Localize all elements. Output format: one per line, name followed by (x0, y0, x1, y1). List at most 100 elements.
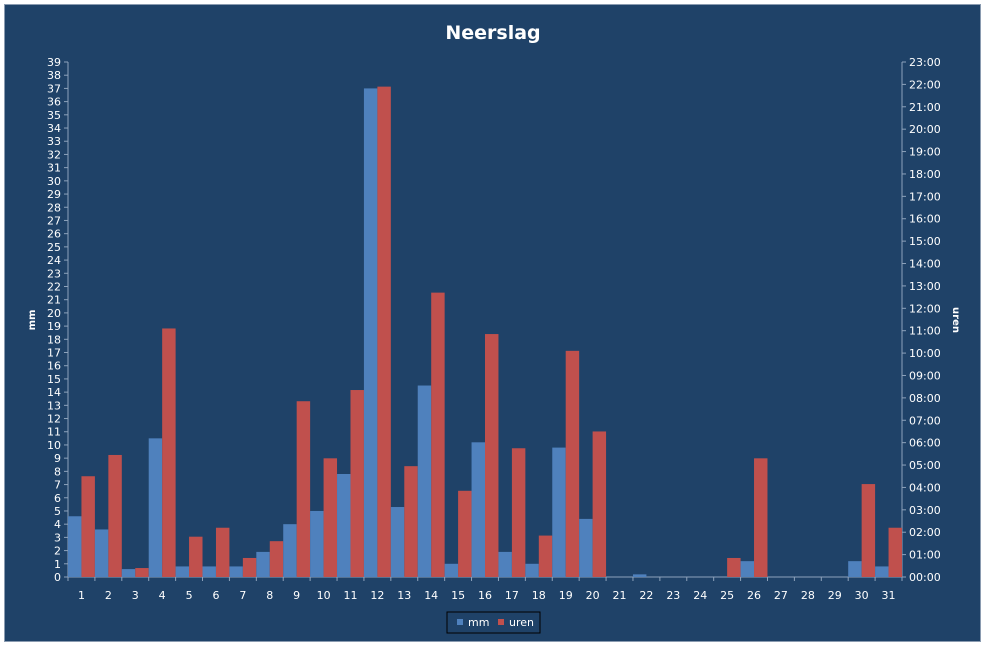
bar-uren (592, 431, 607, 577)
y2-tick-label: 22:00 (909, 78, 941, 91)
y2-tick-label: 03:00 (909, 504, 941, 517)
y2-tick-label: 12:00 (909, 302, 941, 315)
y-tick-label: 13 (47, 399, 61, 412)
bar-uren (296, 401, 311, 577)
y2-tick-label: 08:00 (909, 392, 941, 405)
bar-mm (175, 566, 190, 577)
legend-box (446, 611, 541, 634)
y-tick-label: 37 (47, 82, 61, 95)
y-tick-label: 7 (54, 479, 61, 492)
x-tick-label: 1 (78, 589, 85, 602)
legend-label-uren: uren (509, 616, 534, 629)
x-tick-label: 7 (239, 589, 246, 602)
y-tick-label: 26 (47, 228, 61, 241)
y-tick-label: 5 (54, 505, 61, 518)
bar-mm (310, 510, 324, 577)
y-tick-label: 32 (47, 148, 61, 161)
legend-swatch-uren (498, 619, 504, 625)
bar-mm (444, 563, 459, 577)
bar-mm (148, 438, 163, 577)
y2-tick-label: 18:00 (909, 168, 941, 181)
y-tick-label: 16 (47, 360, 61, 373)
bar-mm (121, 569, 136, 577)
y-tick-label: 12 (47, 413, 61, 426)
x-tick-label: 16 (478, 589, 492, 602)
bar-mm (94, 529, 109, 577)
bar-mm (390, 507, 405, 577)
y-tick-label: 6 (54, 492, 61, 505)
y2-axis-title: uren (950, 307, 961, 333)
y-tick-label: 9 (54, 452, 61, 465)
bar-mm (848, 561, 862, 577)
y-tick-label: 28 (47, 201, 61, 214)
y-tick-label: 20 (47, 307, 61, 320)
y-tick-label: 30 (47, 175, 61, 188)
y-tick-label: 33 (47, 135, 61, 148)
bar-mm (256, 551, 270, 577)
bars (68, 86, 902, 578)
y-tick-label: 18 (47, 333, 61, 346)
bar-uren (565, 350, 580, 577)
bar-mm (417, 385, 432, 577)
bar-mm (229, 566, 243, 577)
bar-uren (323, 458, 338, 577)
y-tick-label: 22 (47, 280, 61, 293)
bar-uren (754, 458, 768, 577)
legend-label-mm: mm (468, 616, 489, 629)
y2-tick-label: 11:00 (909, 325, 941, 338)
x-tick-label: 5 (186, 589, 193, 602)
bar-uren (888, 527, 902, 577)
x-tick-label: 17 (505, 589, 519, 602)
x-tick-label: 15 (451, 589, 465, 602)
bar-mm (740, 561, 755, 577)
y-tick-label: 17 (47, 347, 61, 360)
x-tick-label: 23 (666, 589, 680, 602)
y-tick-label: 27 (47, 214, 61, 227)
y2-tick-label: 21:00 (909, 101, 941, 114)
bar-uren (108, 454, 122, 577)
bar-uren (81, 476, 95, 577)
y2-tick-label: 01:00 (909, 549, 941, 562)
y-axis-title: mm (27, 310, 38, 331)
legend: mm uren (446, 611, 541, 634)
y2-tick-label: 19:00 (909, 146, 941, 159)
bar-uren (404, 466, 418, 577)
bar-uren (242, 557, 257, 577)
bar-uren (350, 390, 364, 577)
y-tick-label: 38 (47, 69, 61, 82)
y2-axis: 00:00 01:00 02:00 03:00 04:00 05:00 06:00 07:00… (901, 56, 941, 584)
bar-mm (363, 88, 378, 578)
bar-uren (135, 568, 149, 577)
x-tick-label: 29 (828, 589, 842, 602)
bar-mm (579, 518, 593, 577)
bar-uren (431, 292, 445, 577)
bar-mm (202, 566, 216, 577)
x-tick-label: 27 (774, 589, 788, 602)
x-tick-label: 9 (293, 589, 300, 602)
y-tick-label: 0 (54, 571, 61, 584)
bar-mm (632, 574, 647, 577)
y2-tick-label: 09:00 (909, 369, 941, 382)
y2-tick-label: 04:00 (909, 481, 941, 494)
y-tick-label: 8 (54, 465, 61, 478)
y2-tick-label: 23:00 (909, 56, 941, 69)
y-tick-label: 36 (47, 96, 61, 109)
x-tick-label: 28 (801, 589, 815, 602)
x-tick-label: 11 (343, 589, 357, 602)
chart-title: Neerslag (445, 22, 540, 44)
y-tick-label: 15 (47, 373, 61, 386)
bar-mm (498, 551, 512, 577)
x-tick-label: 19 (559, 589, 573, 602)
x-tick-label: 3 (132, 589, 139, 602)
y-tick-label: 14 (47, 386, 61, 399)
y2-tick-label: 06:00 (909, 437, 941, 450)
y2-tick-label: 13:00 (909, 280, 941, 293)
y-tick-label: 4 (54, 518, 61, 531)
y-tick-label: 10 (47, 439, 61, 452)
x-tick-label: 6 (212, 589, 219, 602)
bar-uren (215, 527, 230, 577)
y-tick-label: 39 (47, 56, 61, 69)
bar-uren (511, 448, 526, 577)
y-tick-label: 3 (54, 531, 61, 544)
y2-tick-label: 02:00 (909, 526, 941, 539)
